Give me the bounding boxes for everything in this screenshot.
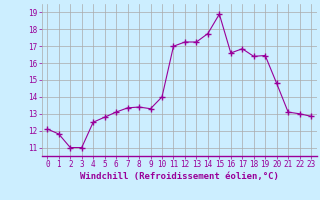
X-axis label: Windchill (Refroidissement éolien,°C): Windchill (Refroidissement éolien,°C) — [80, 172, 279, 181]
